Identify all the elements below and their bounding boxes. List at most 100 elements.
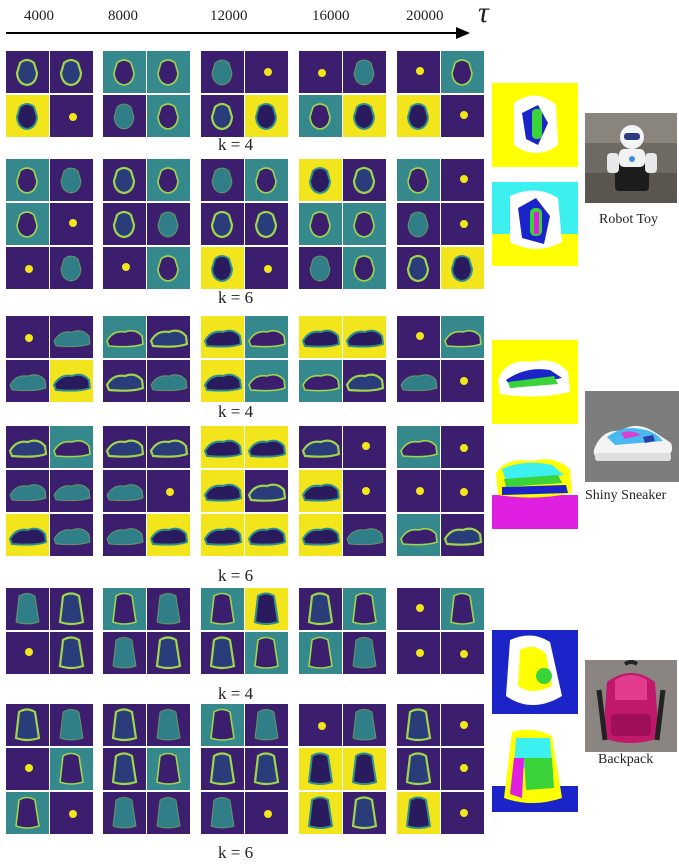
feature-map-tile <box>299 203 342 245</box>
feature-map-tile <box>6 632 49 674</box>
feature-map-tile <box>50 704 93 746</box>
feature-map-tile <box>343 792 386 834</box>
feature-map-tile <box>147 159 190 201</box>
feature-map-tile <box>201 203 244 245</box>
sneaker-seg-k6 <box>492 445 578 529</box>
feature-map-tile <box>245 159 288 201</box>
feature-map-tile <box>50 632 93 674</box>
feature-map-tile <box>147 51 190 93</box>
feature-map-tile <box>397 360 440 402</box>
feature-map-tile <box>6 704 49 746</box>
robot-k4-label: k = 4 <box>218 135 253 155</box>
feature-map-tile <box>397 51 440 93</box>
feature-map-tile <box>50 203 93 245</box>
feature-map-tile <box>147 470 190 512</box>
feature-map-tile <box>299 588 342 630</box>
feature-map-tile <box>103 159 146 201</box>
feature-map-tile <box>103 632 146 674</box>
feature-map-tile <box>201 704 244 746</box>
feature-map-tile <box>343 588 386 630</box>
robot-toy-photo <box>585 113 677 203</box>
feature-map-tile <box>50 51 93 93</box>
feature-map-tile <box>245 588 288 630</box>
feature-map-tile <box>343 748 386 790</box>
feature-map-tile <box>441 51 484 93</box>
feature-map-tile <box>103 95 146 137</box>
feature-map-tile <box>441 588 484 630</box>
tau-tick-12000: 12000 <box>210 8 248 25</box>
feature-map-tile <box>6 247 49 289</box>
feature-map-tile <box>299 514 342 556</box>
feature-map-tile <box>299 316 342 358</box>
feature-map-tile <box>201 316 244 358</box>
feature-map-tile <box>343 360 386 402</box>
feature-map-tile <box>299 247 342 289</box>
feature-map-tile <box>441 426 484 468</box>
feature-map-tile <box>147 316 190 358</box>
sneaker-k4-label: k = 4 <box>218 402 253 422</box>
tau-tick-20000: 20000 <box>406 8 444 25</box>
tau-tick-8000: 8000 <box>108 8 138 25</box>
feature-map-tile <box>245 514 288 556</box>
feature-map-tile <box>103 470 146 512</box>
feature-map-tile <box>245 247 288 289</box>
backpack-photo <box>585 660 677 752</box>
feature-map-tile <box>201 51 244 93</box>
feature-map-tile <box>299 95 342 137</box>
feature-map-tile <box>147 203 190 245</box>
feature-map-tile <box>343 514 386 556</box>
feature-map-tile <box>343 316 386 358</box>
feature-map-tile <box>201 247 244 289</box>
feature-map-tile <box>50 426 93 468</box>
feature-map-tile <box>245 203 288 245</box>
feature-map-tile <box>6 470 49 512</box>
feature-map-tile <box>147 95 190 137</box>
feature-map-tile <box>6 514 49 556</box>
feature-map-tile <box>6 159 49 201</box>
feature-map-tile <box>441 470 484 512</box>
feature-map-tile <box>397 632 440 674</box>
feature-map-tile <box>299 159 342 201</box>
feature-map-tile <box>299 632 342 674</box>
feature-map-tile <box>441 792 484 834</box>
feature-map-tile <box>50 159 93 201</box>
feature-map-tile <box>397 316 440 358</box>
feature-map-tile <box>6 748 49 790</box>
feature-map-tile <box>299 470 342 512</box>
feature-map-tile <box>299 426 342 468</box>
feature-map-tile <box>201 159 244 201</box>
feature-map-tile <box>245 51 288 93</box>
feature-map-tile <box>147 247 190 289</box>
feature-map-tile <box>397 792 440 834</box>
shiny-sneaker-caption: Shiny Sneaker <box>585 488 666 504</box>
feature-map-tile <box>245 360 288 402</box>
robot-toy-caption: Robot Toy <box>599 212 658 228</box>
feature-map-tile <box>201 748 244 790</box>
feature-map-tile <box>201 95 244 137</box>
feature-map-tile <box>343 426 386 468</box>
backpack-caption: Backpack <box>598 752 653 768</box>
feature-map-tile <box>441 704 484 746</box>
feature-map-tile <box>397 203 440 245</box>
feature-map-tile <box>50 748 93 790</box>
feature-map-tile <box>201 470 244 512</box>
feature-map-tile <box>103 203 146 245</box>
feature-map-tile <box>343 247 386 289</box>
feature-map-tile <box>6 51 49 93</box>
feature-map-tile <box>103 360 146 402</box>
feature-map-tile <box>50 514 93 556</box>
robot-seg-k4 <box>492 83 578 167</box>
feature-map-tile <box>103 316 146 358</box>
feature-map-tile <box>245 426 288 468</box>
feature-map-tile <box>147 704 190 746</box>
feature-map-tile <box>6 588 49 630</box>
feature-map-tile <box>299 704 342 746</box>
feature-map-tile <box>441 203 484 245</box>
feature-map-tile <box>103 704 146 746</box>
feature-map-tile <box>201 792 244 834</box>
feature-map-tile <box>6 203 49 245</box>
feature-map-tile <box>441 159 484 201</box>
feature-map-tile <box>245 704 288 746</box>
feature-map-tile <box>147 360 190 402</box>
feature-map-tile <box>245 792 288 834</box>
